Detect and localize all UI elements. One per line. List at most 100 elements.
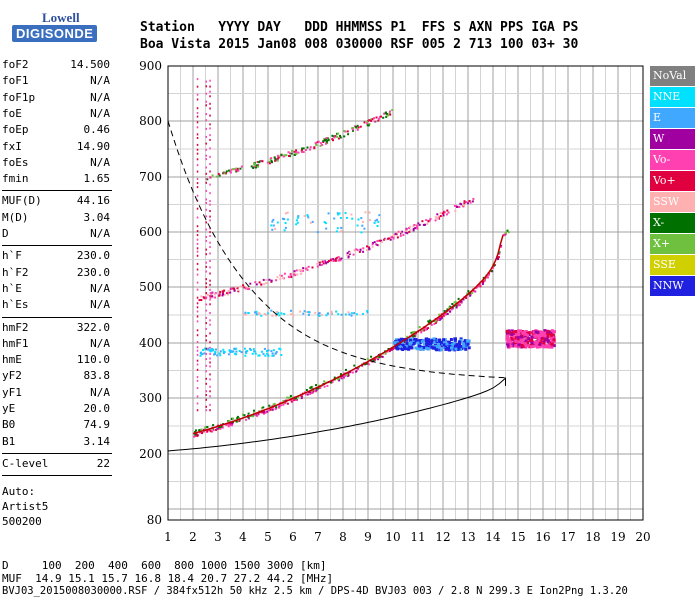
echo-trace-o — [227, 425, 230, 428]
echo-trace-o — [458, 304, 461, 306]
echo-trace-o — [423, 329, 425, 332]
echo-trace-2hop — [409, 225, 412, 228]
echo-trace-2hop — [265, 278, 268, 281]
param-name: C-level — [2, 456, 49, 470]
spread-echo-w — [507, 329, 511, 333]
echo-trace-3hop — [236, 167, 239, 170]
echo-trace-x — [242, 413, 244, 416]
echo-cluster-e3 — [357, 218, 360, 221]
echo-trace-3hop — [297, 151, 300, 154]
echo-trace-2hop — [409, 228, 412, 231]
echo-trace-2hop — [408, 230, 411, 233]
echo-trace-2hop — [346, 254, 349, 257]
echo-trace-3hop — [384, 111, 387, 114]
echo-trace-x — [454, 300, 457, 303]
spread-echo-nnw — [460, 345, 464, 348]
echo-trace-2hop — [468, 200, 471, 202]
echo-cluster-e — [214, 353, 217, 355]
echo-trace-o — [304, 393, 307, 396]
echo-cluster-e2 — [326, 312, 329, 315]
echo-cluster-e3 — [335, 230, 338, 233]
param-row: M(D) 3.04 — [2, 211, 110, 227]
spread-echo-nnw — [432, 346, 436, 350]
echo-trace-2hop — [338, 259, 341, 262]
spread-echo-w — [550, 333, 554, 337]
echo-trace-2hop — [294, 274, 297, 277]
spread-echo-w — [526, 333, 529, 337]
echo-trace-2hop — [442, 212, 445, 215]
echo-trace-3hop — [257, 164, 260, 167]
echo-trace-3hop — [268, 160, 271, 163]
echo-trace-2hop — [405, 230, 408, 232]
legend-item-sse: SSE — [650, 255, 695, 275]
echo-trace-2hop — [244, 287, 247, 290]
param-name: h`Es — [2, 298, 29, 312]
spread-echo-nnw — [465, 345, 469, 349]
echo-trace-x — [262, 406, 265, 409]
echo-trace-3hop — [225, 170, 228, 173]
echo-trace-x — [232, 417, 234, 420]
x-tick-label: 2 — [189, 530, 197, 544]
echo-trace-3hop — [270, 157, 273, 160]
spread-echo-nnw — [425, 342, 429, 346]
echo-cluster-e3 — [271, 228, 274, 231]
legend-item-e: E — [650, 108, 695, 128]
interference-streak — [205, 352, 207, 355]
echo-trace-2hop — [236, 287, 239, 290]
true-height-profile — [167, 377, 506, 452]
echo-cluster-e3 — [297, 215, 300, 218]
echo-trace-x — [275, 406, 278, 409]
echo-trace-3hop — [332, 139, 334, 142]
echo-trace-o — [355, 370, 358, 373]
echo-trace-2hop — [210, 292, 213, 295]
interference-streak — [209, 252, 211, 255]
spread-echo-w — [532, 335, 536, 339]
echo-trace-2hop — [219, 290, 222, 293]
echo-trace-2hop — [293, 272, 296, 274]
autoscale-line: Auto: — [2, 485, 36, 499]
echo-trace-2hop — [416, 225, 419, 228]
echo-trace-2hop — [454, 209, 457, 212]
echo-trace-x — [218, 426, 221, 429]
echo-trace-3hop — [291, 149, 293, 152]
echo-trace-2hop — [446, 209, 449, 212]
param-row: h`E N/A — [2, 282, 110, 298]
echo-trace-o — [193, 435, 196, 438]
echo-trace-3hop — [274, 159, 277, 162]
echo-trace-2hop — [235, 286, 238, 288]
echo-trace-3hop — [287, 151, 290, 154]
echo-cluster-e2 — [271, 314, 274, 317]
interference-streak — [196, 302, 199, 305]
spread-echo-nnw — [437, 343, 440, 346]
echo-cluster-e3 — [324, 222, 327, 225]
echo-trace-2hop — [376, 244, 379, 246]
echo-trace-2hop — [306, 268, 309, 271]
spread-echo-w — [546, 329, 550, 333]
echo-trace-3hop — [315, 144, 318, 147]
param-value: 74.9 — [83, 418, 111, 432]
echo-trace-2hop — [282, 277, 285, 280]
echo-trace-2hop — [265, 282, 268, 285]
echo-cluster-e2 — [247, 312, 250, 314]
echo-trace-2hop — [458, 206, 461, 208]
echo-trace-3hop — [206, 178, 209, 181]
echo-trace-o — [199, 431, 202, 434]
echo-trace-3hop — [301, 147, 304, 150]
echo-trace-2hop — [427, 220, 430, 223]
spread-echo-w — [531, 340, 535, 344]
echo-cluster-e — [203, 352, 206, 355]
echo-trace-x — [446, 308, 449, 311]
echo-cluster-e2 — [290, 309, 292, 312]
echo-trace-x — [204, 426, 207, 429]
echo-trace-o — [312, 390, 315, 393]
interference-streak — [205, 202, 207, 204]
echo-trace-o — [380, 355, 383, 358]
echo-cluster-e — [271, 354, 274, 357]
spread-echo-w — [541, 344, 545, 348]
echo-trace-x — [294, 397, 297, 400]
echo-trace-3hop — [371, 118, 374, 121]
echo-trace-3hop — [227, 169, 230, 172]
spread-echo-w — [522, 330, 526, 334]
echo-trace-o — [433, 322, 436, 325]
